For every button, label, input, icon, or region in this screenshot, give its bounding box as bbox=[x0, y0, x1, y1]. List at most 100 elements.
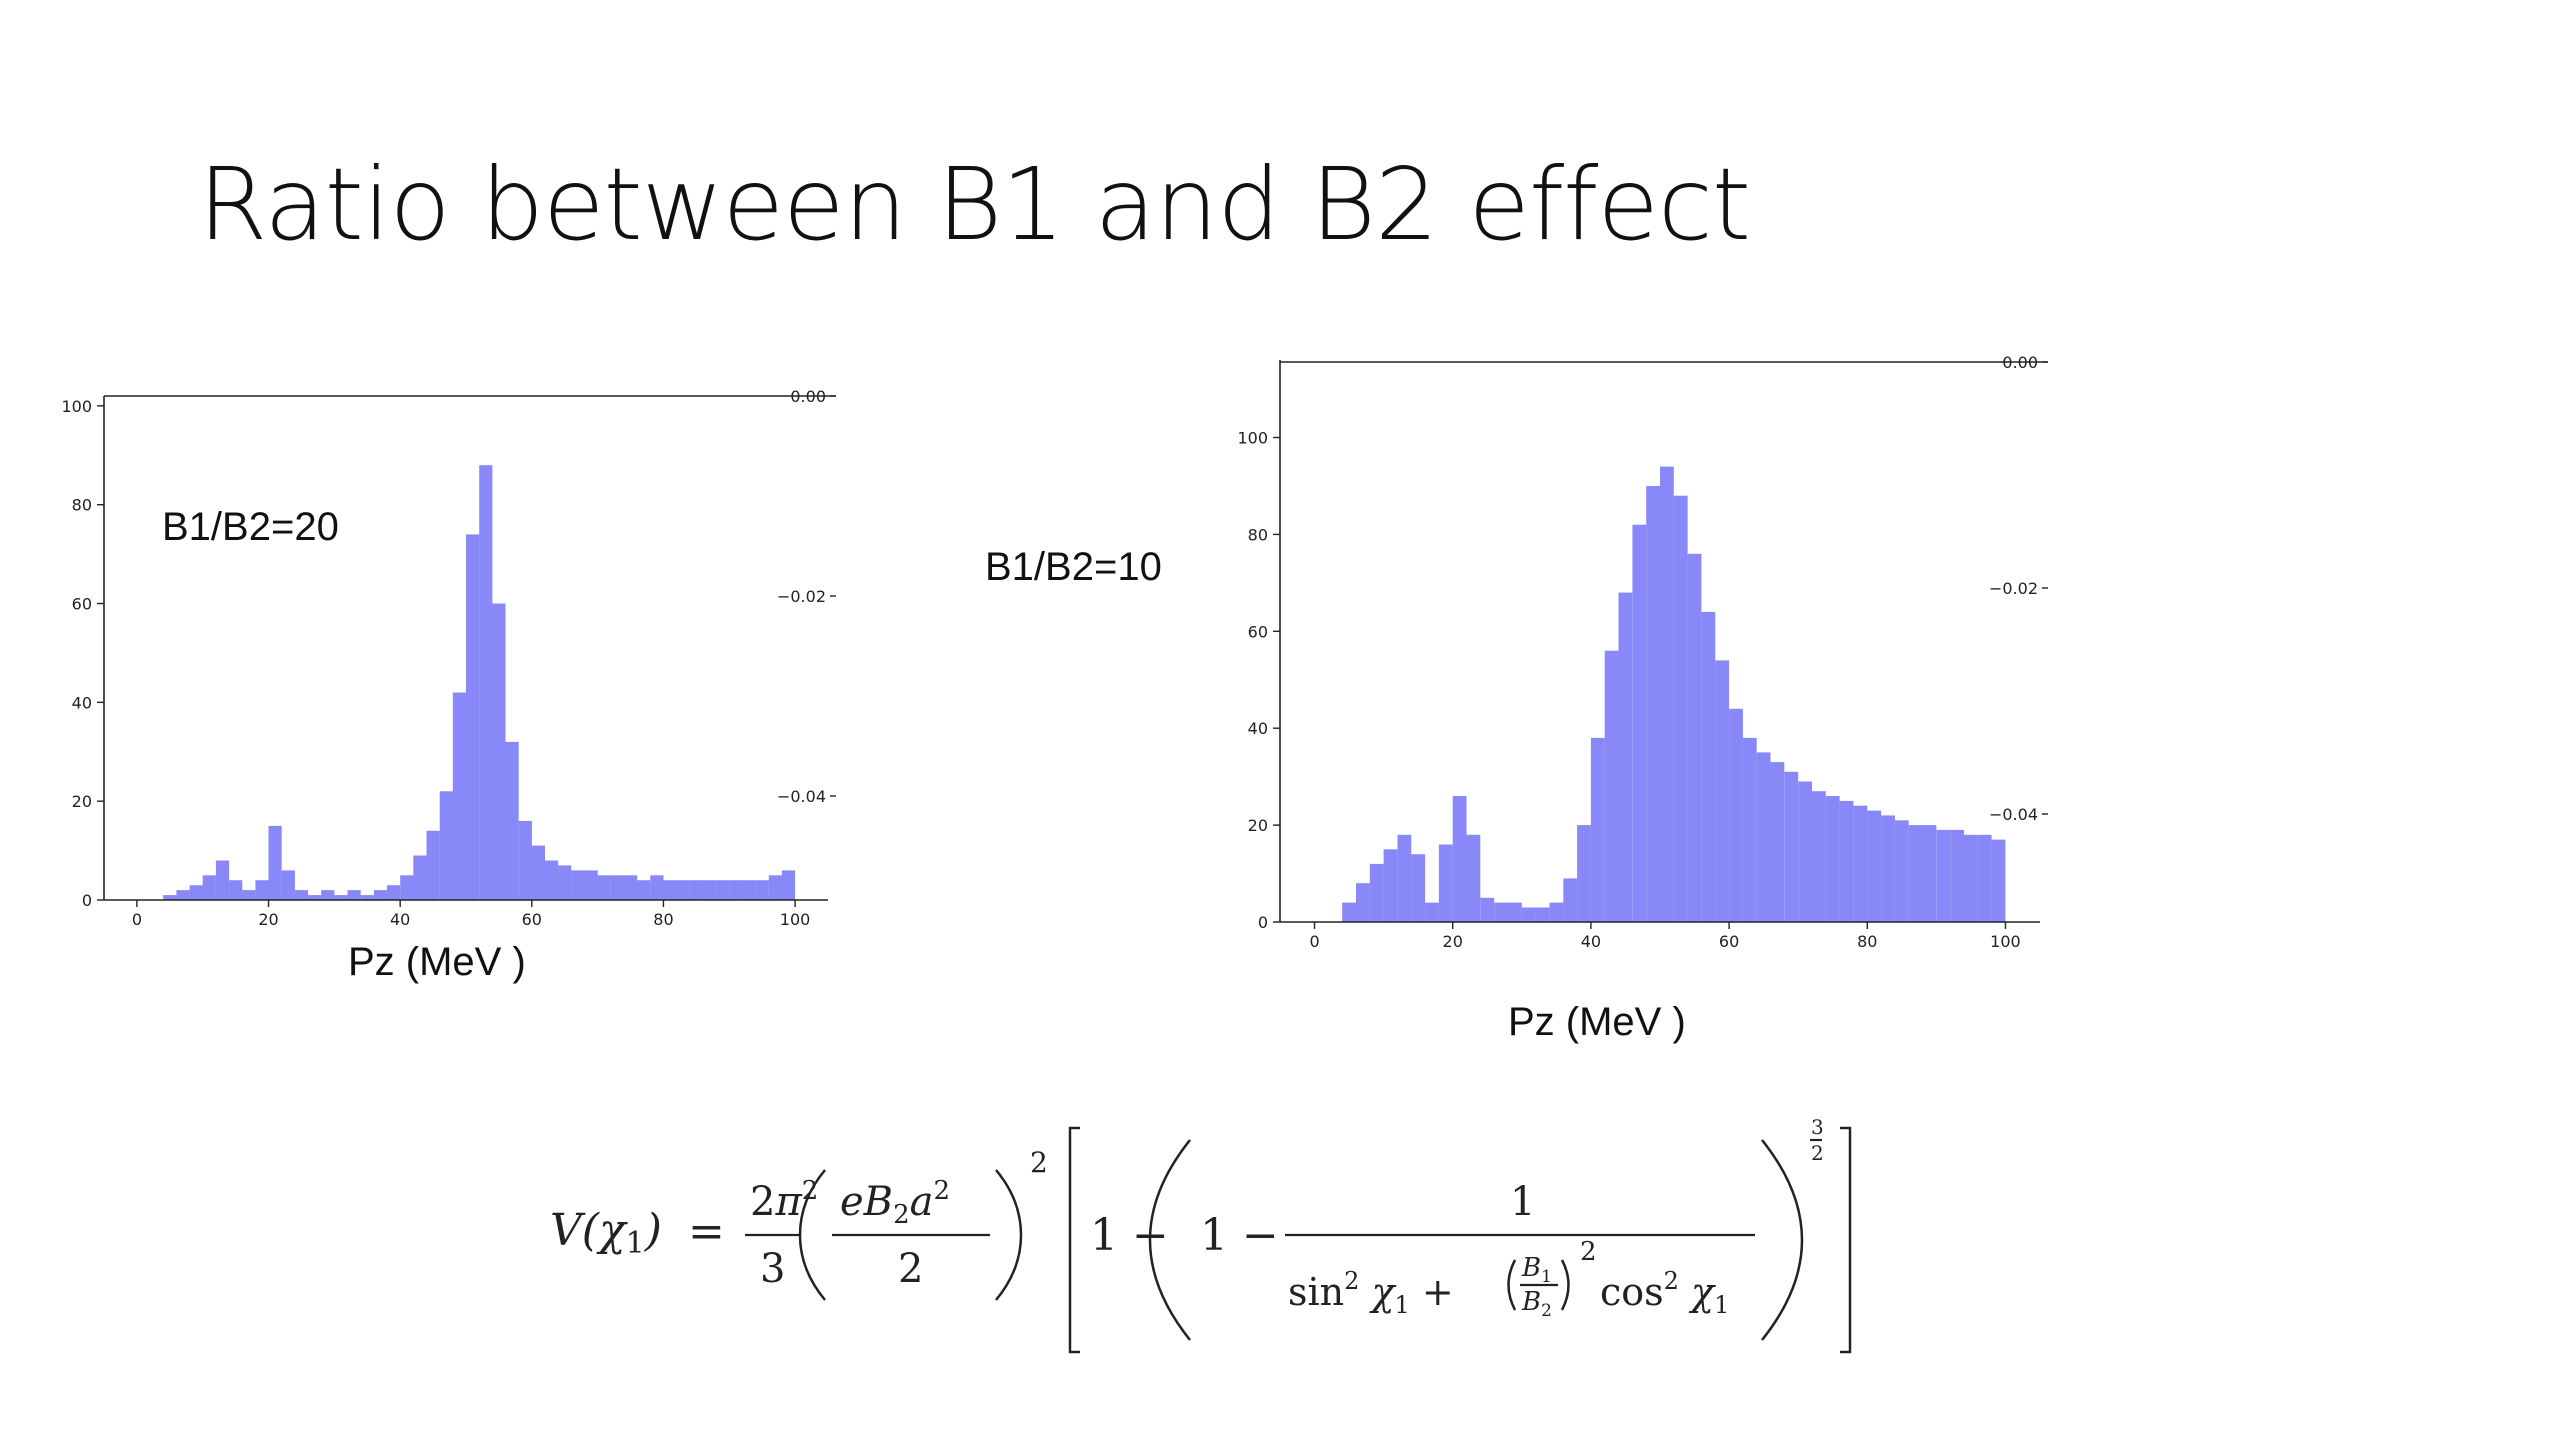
histogram-bar bbox=[1908, 825, 1923, 922]
formula-three: 3 bbox=[760, 1246, 785, 1292]
histogram-bar bbox=[439, 791, 453, 900]
histogram-bar bbox=[387, 885, 401, 900]
y-tick-label: 0 bbox=[1258, 913, 1268, 932]
histogram-bar bbox=[189, 885, 203, 900]
histogram-bar bbox=[215, 860, 230, 900]
y-tick-label: 40 bbox=[72, 693, 92, 712]
histogram-bar bbox=[1466, 834, 1481, 922]
histogram-bar bbox=[479, 465, 493, 900]
histogram-bar bbox=[1825, 796, 1840, 922]
histogram-bar bbox=[334, 895, 348, 900]
secondary-tick-label: 0.00 bbox=[2002, 353, 2038, 372]
histogram-bar bbox=[558, 865, 572, 900]
x-tick-label: 20 bbox=[258, 910, 278, 929]
histogram-bar bbox=[1742, 737, 1757, 922]
histogram-bar bbox=[1494, 902, 1508, 922]
histogram-bar bbox=[768, 875, 782, 900]
y-tick-label: 20 bbox=[72, 792, 92, 811]
histogram-bar bbox=[1701, 611, 1716, 922]
potential-formula: V(χ1) = 2π2 3 eB2a2 2 2 1 − 1 − 1 sin2 χ… bbox=[550, 1115, 1852, 1354]
histogram-bar bbox=[1853, 805, 1868, 922]
histogram-bar bbox=[505, 741, 519, 900]
ratio-label-20: B1/B2=20 bbox=[162, 505, 339, 549]
histogram-bar bbox=[729, 880, 743, 900]
histogram-bar bbox=[1508, 902, 1522, 922]
x-tick-label: 80 bbox=[653, 910, 673, 929]
x-tick-label: 0 bbox=[1309, 932, 1319, 951]
histogram-bar bbox=[1936, 829, 1951, 922]
ratio-label-10: B1/B2=10 bbox=[985, 545, 1162, 589]
histogram-bar bbox=[1756, 752, 1771, 922]
histogram-bar bbox=[545, 860, 559, 900]
histogram-bar bbox=[268, 825, 282, 900]
histogram-bar bbox=[466, 534, 480, 900]
histogram-bar bbox=[347, 890, 361, 900]
histogram-bar bbox=[294, 890, 309, 900]
x-tick-label: 100 bbox=[780, 910, 811, 929]
histogram-bar bbox=[1894, 820, 1909, 922]
histogram-bar bbox=[1673, 495, 1688, 922]
histogram-bar bbox=[1867, 810, 1882, 922]
y-tick-label: 100 bbox=[1237, 429, 1268, 448]
histogram-bar bbox=[742, 880, 756, 900]
histogram-bar bbox=[1480, 897, 1495, 922]
histogram-bar bbox=[1977, 834, 1992, 922]
histogram-bar bbox=[689, 880, 703, 900]
slide-title: Ratio between B1 and B2 effect bbox=[198, 146, 1751, 263]
y-tick-label: 80 bbox=[72, 496, 92, 515]
formula-two: 2 bbox=[898, 1246, 923, 1292]
formula-cos-term: cos2 χ1 bbox=[1600, 1267, 1729, 1319]
histogram-bar bbox=[1549, 902, 1564, 922]
histogram-bar bbox=[650, 875, 664, 900]
histogram-bar bbox=[426, 830, 440, 900]
histogram-bar bbox=[202, 875, 216, 900]
histogram-bar bbox=[584, 870, 598, 900]
histogram-bar bbox=[1660, 466, 1674, 922]
y-tick-label: 60 bbox=[72, 595, 92, 614]
histogram-bar bbox=[1411, 854, 1426, 922]
histogram-bar bbox=[360, 895, 374, 900]
formula-one-minus: 1 − bbox=[1090, 1210, 1169, 1261]
histogram-b1-b2-20: 0 20 40 60 80 100 0 20 40 60 80 100 0.00 −0.02 −0.04 bbox=[61, 387, 836, 929]
x-tick-label: 0 bbox=[132, 910, 142, 929]
x-axis-title-right: Pz (MeV ) bbox=[1508, 1000, 1686, 1044]
y-tick-label: 80 bbox=[1248, 525, 1268, 544]
histogram-bar bbox=[1563, 878, 1578, 922]
x-axis-title-left: Pz (MeV ) bbox=[348, 940, 526, 984]
x-tick-label: 100 bbox=[1990, 932, 2021, 951]
formula-two-pi-squared: 2π2 bbox=[750, 1176, 818, 1225]
histogram-bar bbox=[518, 820, 532, 900]
histogram-bar bbox=[373, 890, 388, 900]
histogram-bar bbox=[413, 855, 427, 900]
histogram-bar bbox=[492, 603, 506, 900]
histogram-bar bbox=[1881, 815, 1895, 922]
formula-exponent-2: 2 bbox=[1811, 1141, 1824, 1165]
histogram-bar bbox=[1646, 486, 1660, 922]
x-tick-label: 20 bbox=[1443, 932, 1463, 951]
histogram-bar bbox=[1521, 907, 1536, 922]
secondary-tick-label: −0.04 bbox=[1989, 805, 2038, 824]
formula-square-outer: 2 bbox=[1030, 1146, 1048, 1179]
histogram-bar bbox=[1425, 902, 1439, 922]
secondary-tick-label: −0.02 bbox=[777, 587, 826, 606]
histogram-bar bbox=[321, 890, 335, 900]
histogram-b1-b2-10: 0 20 40 60 80 100 0 20 40 60 80 100 0.00 −0.02 −0.04 bbox=[1237, 353, 2048, 951]
histogram-bar bbox=[400, 875, 414, 900]
x-tick-label: 40 bbox=[1581, 932, 1601, 951]
histogram-bar bbox=[610, 875, 624, 900]
formula-lhs: V(χ1) bbox=[550, 1205, 662, 1261]
histogram-bar bbox=[716, 880, 730, 900]
y-tick-label: 20 bbox=[1248, 816, 1268, 835]
histogram-bar bbox=[242, 890, 256, 900]
histogram-bar bbox=[781, 870, 796, 900]
formula-b1: B1 bbox=[1521, 1253, 1552, 1287]
x-tick-label: 60 bbox=[1719, 932, 1739, 951]
secondary-tick-label: −0.04 bbox=[777, 787, 826, 806]
formula-inner-one-minus: 1 − bbox=[1200, 1210, 1279, 1261]
histogram-bar bbox=[702, 880, 717, 900]
histogram-bar bbox=[1590, 737, 1605, 922]
x-tick-label: 80 bbox=[1857, 932, 1877, 951]
histogram-bar bbox=[1342, 902, 1356, 922]
histogram-bar bbox=[452, 692, 466, 900]
histogram-bar bbox=[176, 890, 190, 900]
